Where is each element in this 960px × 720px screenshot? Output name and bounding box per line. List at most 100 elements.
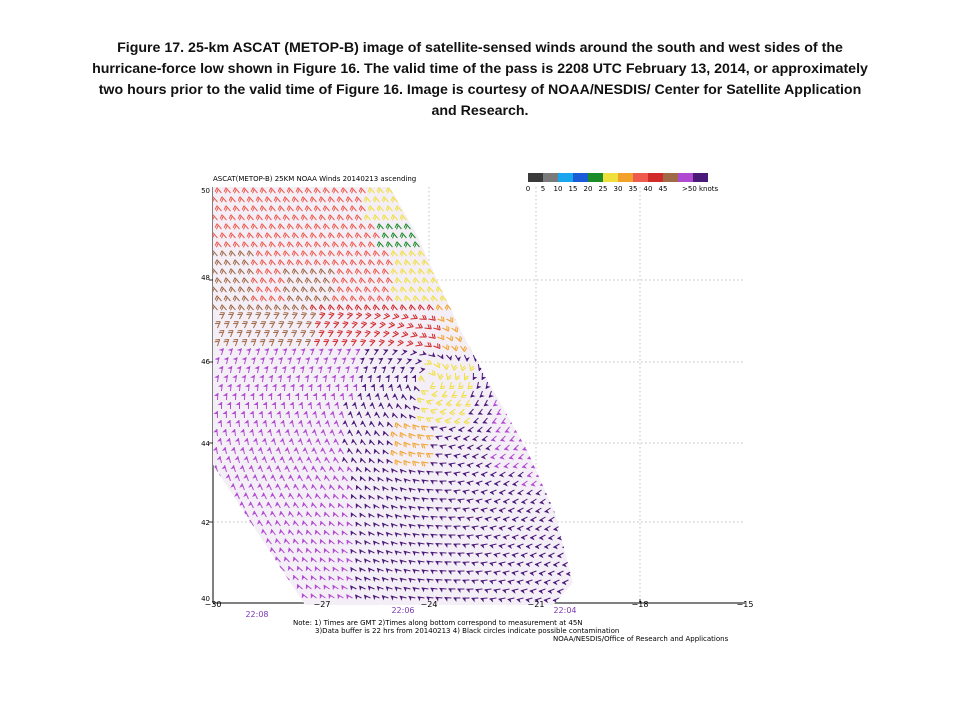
wind-barb <box>333 401 339 410</box>
wind-barb <box>270 438 276 446</box>
wind-barb <box>232 241 240 248</box>
wind-barb <box>448 462 456 468</box>
wind-barb <box>243 438 249 446</box>
wind-barb <box>525 286 533 293</box>
wind-barb <box>552 250 560 257</box>
wind-barb <box>421 223 429 230</box>
wind-barb <box>517 372 523 381</box>
wind-barb <box>359 494 366 500</box>
wind-barb <box>544 507 551 514</box>
wind-barb <box>477 345 485 353</box>
wind-barb <box>494 381 500 389</box>
wind-barb <box>435 525 443 530</box>
wind-barb <box>374 312 381 320</box>
wind-barb <box>271 383 277 392</box>
wind-barb <box>547 223 555 230</box>
wind-barb <box>292 593 299 599</box>
wind-barb <box>444 196 452 203</box>
lat-label-50: 50 <box>201 187 210 195</box>
wind-barb <box>272 366 278 374</box>
wind-barb <box>380 366 387 374</box>
wind-barb <box>268 339 275 347</box>
wind-barb <box>490 354 497 362</box>
wind-barb <box>552 304 560 311</box>
wind-barb <box>439 587 447 593</box>
wind-barb <box>336 268 344 275</box>
wind-barb <box>248 483 254 491</box>
wind-barb <box>279 420 285 428</box>
wind-barb <box>480 232 488 239</box>
wind-barb <box>260 321 267 329</box>
wind-barb <box>214 338 221 347</box>
wind-barb <box>565 277 573 284</box>
wind-barb <box>277 295 285 302</box>
wind-barb <box>304 241 312 248</box>
wind-barb <box>442 325 450 332</box>
wind-barb <box>508 471 515 478</box>
wind-barb <box>480 579 488 585</box>
wind-barb <box>255 286 263 293</box>
wind-barb <box>367 374 372 383</box>
wind-barb <box>278 492 285 500</box>
wind-barb <box>241 223 249 230</box>
wind-barb <box>236 330 243 338</box>
wind-barb <box>305 474 312 482</box>
wind-barb <box>534 214 542 221</box>
wind-barb <box>408 414 416 420</box>
wind-barb <box>408 541 416 547</box>
wind-barb <box>255 232 263 239</box>
wind-barb <box>424 342 432 348</box>
wind-barb <box>361 383 366 392</box>
wind-barb <box>475 295 483 302</box>
wind-barb <box>286 241 294 248</box>
wind-barb <box>246 304 254 311</box>
wind-barb <box>444 489 452 495</box>
wind-barb <box>240 392 246 401</box>
wind-barb <box>503 462 510 469</box>
wind-barb <box>268 187 276 194</box>
wind-barb <box>451 390 458 398</box>
wind-barb <box>516 507 524 514</box>
wind-barb <box>471 597 479 603</box>
wind-barb <box>430 205 438 212</box>
wind-barb <box>252 492 258 500</box>
wind-barb <box>435 214 443 221</box>
wind-barb <box>489 196 497 203</box>
wind-barb <box>274 538 281 545</box>
wind-barb <box>489 489 497 496</box>
wind-barb <box>363 232 371 239</box>
wind-barb <box>385 187 393 194</box>
wind-barb <box>386 477 393 483</box>
wind-barb <box>218 348 224 356</box>
wind-barb <box>346 557 353 564</box>
wind-barb <box>283 501 290 509</box>
wind-barb <box>345 250 353 257</box>
wind-barb <box>493 498 501 505</box>
wind-barb <box>403 496 411 502</box>
wind-barb <box>218 330 225 338</box>
wind-barb <box>354 286 362 293</box>
wind-barb <box>486 363 492 372</box>
wind-barb <box>556 588 564 595</box>
wind-barb <box>291 348 297 356</box>
wind-barb <box>234 456 240 464</box>
wind-barb <box>538 552 546 559</box>
wind-barb <box>230 519 236 527</box>
wind-barb <box>257 465 263 473</box>
wind-barb <box>480 543 488 549</box>
wind-barb <box>546 417 553 425</box>
wind-barb <box>216 528 222 536</box>
wind-barb <box>458 426 465 433</box>
wind-barb <box>455 399 462 407</box>
wind-barb <box>373 330 381 338</box>
wind-barb <box>466 187 474 194</box>
wind-barb <box>457 480 465 486</box>
wind-barb <box>228 196 236 203</box>
wind-barb <box>292 556 299 563</box>
wind-barb <box>399 559 407 565</box>
wind-barb <box>388 339 395 347</box>
wind-barb <box>284 483 290 491</box>
wind-barb <box>445 399 452 407</box>
wind-barb <box>448 187 456 194</box>
wind-barb <box>471 525 479 531</box>
